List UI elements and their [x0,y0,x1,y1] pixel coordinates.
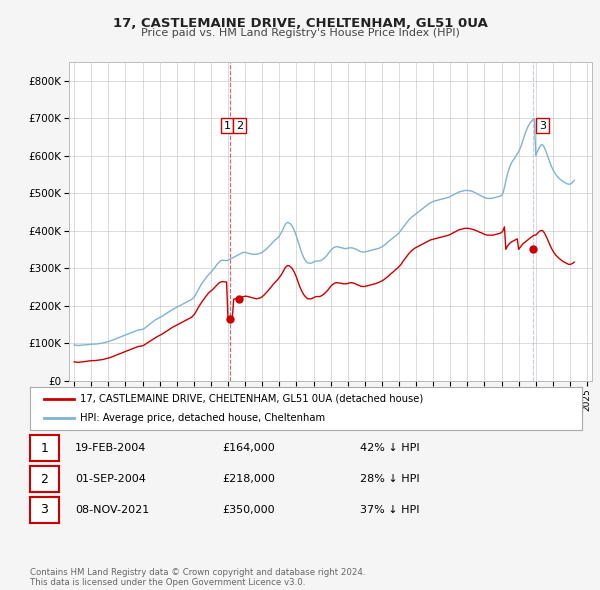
Text: £218,000: £218,000 [222,474,275,484]
Text: 17, CASTLEMAINE DRIVE, CHELTENHAM, GL51 0UA (detached house): 17, CASTLEMAINE DRIVE, CHELTENHAM, GL51 … [80,394,423,404]
Text: 3: 3 [539,121,546,130]
Text: 42% ↓ HPI: 42% ↓ HPI [360,444,419,453]
Text: Contains HM Land Registry data © Crown copyright and database right 2024.
This d: Contains HM Land Registry data © Crown c… [30,568,365,587]
Text: 08-NOV-2021: 08-NOV-2021 [75,505,149,514]
Text: £350,000: £350,000 [222,505,275,514]
Text: 28% ↓ HPI: 28% ↓ HPI [360,474,419,484]
Text: 3: 3 [40,503,49,516]
Text: 01-SEP-2004: 01-SEP-2004 [75,474,146,484]
Text: 37% ↓ HPI: 37% ↓ HPI [360,505,419,514]
Text: 1: 1 [40,442,49,455]
Text: Price paid vs. HM Land Registry's House Price Index (HPI): Price paid vs. HM Land Registry's House … [140,28,460,38]
Text: 2: 2 [40,473,49,486]
Text: £164,000: £164,000 [222,444,275,453]
Text: 19-FEB-2004: 19-FEB-2004 [75,444,146,453]
Text: 1: 1 [223,121,230,130]
Text: 2: 2 [236,121,243,130]
Text: HPI: Average price, detached house, Cheltenham: HPI: Average price, detached house, Chel… [80,413,325,423]
Text: 17, CASTLEMAINE DRIVE, CHELTENHAM, GL51 0UA: 17, CASTLEMAINE DRIVE, CHELTENHAM, GL51 … [113,17,487,30]
